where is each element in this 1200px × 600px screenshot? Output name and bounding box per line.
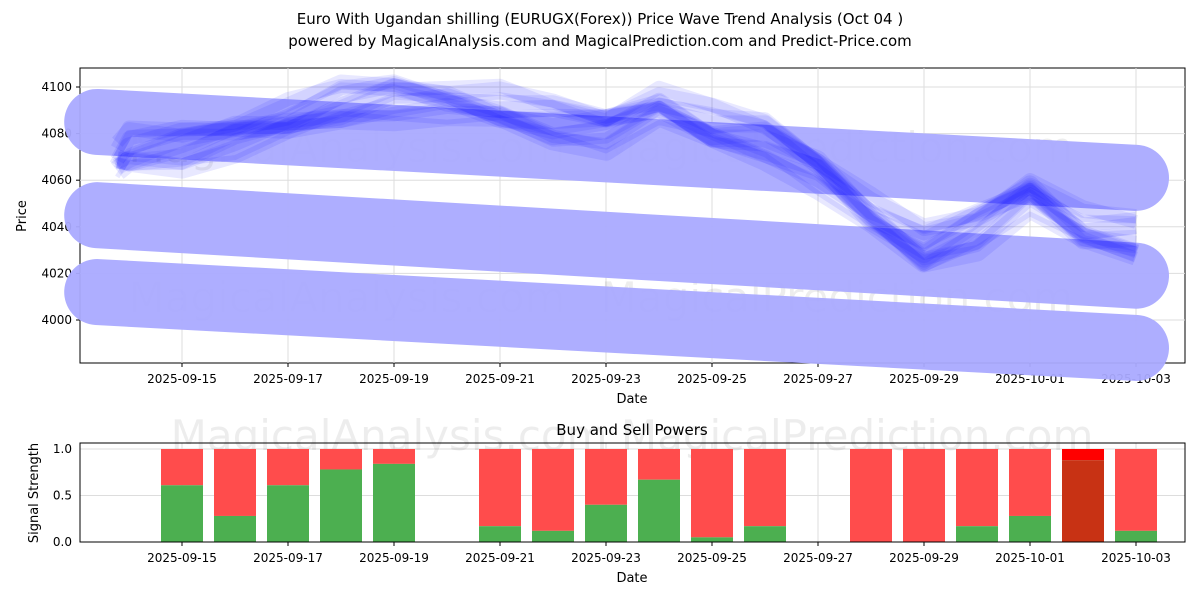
buy-bar	[585, 504, 627, 542]
x-tick-label: 2025-09-25	[677, 372, 747, 386]
sell-bar	[903, 449, 945, 542]
price-wave-line	[115, 111, 1137, 260]
sell-bar	[691, 449, 733, 538]
x-tick-label: 2025-09-21	[465, 372, 535, 386]
buy-bar	[956, 526, 998, 542]
buy-bar	[691, 537, 733, 542]
x-tick-label: 2025-09-23	[571, 372, 641, 386]
price-wave-line	[115, 92, 1138, 270]
x-axis-label: Date	[616, 571, 647, 586]
x-tick-label: 2025-09-29	[889, 551, 959, 565]
y-tick-label: 4100	[41, 80, 72, 94]
watermark: MagicalAnalysis.com MagicalPrediction.co…	[171, 411, 1094, 460]
y-tick-label: 0.0	[53, 535, 72, 549]
buy-bar	[320, 469, 362, 542]
y-tick-label: 0.5	[53, 489, 72, 503]
bar-chart-title: Buy and Sell Powers	[556, 421, 708, 439]
sell-bar	[1009, 449, 1051, 516]
sell-bar	[744, 449, 786, 527]
chart-subtitle: powered by MagicalAnalysis.com and Magic…	[288, 32, 912, 50]
x-tick-label: 2025-09-17	[253, 372, 323, 386]
buy-bar	[744, 526, 786, 542]
x-tick-label: 2025-10-01	[995, 551, 1065, 565]
sell-bar	[585, 449, 627, 505]
x-tick-label: 2025-09-19	[359, 372, 429, 386]
x-tick-label: 2025-09-21	[465, 551, 535, 565]
chart-title: Euro With Ugandan shilling (EURUGX(Forex…	[296, 10, 904, 28]
price-wave-line	[112, 78, 1138, 237]
buy-bar	[638, 479, 680, 542]
buy-bar	[161, 485, 203, 542]
price-wave-line	[114, 102, 1138, 266]
price-wave-line	[116, 97, 1138, 272]
x-tick-label: 2025-09-25	[677, 551, 747, 565]
buy-bar	[532, 530, 574, 542]
buy-bar	[479, 526, 521, 542]
y-tick-label: 4000	[41, 313, 72, 327]
sell-bar	[1062, 449, 1104, 461]
x-tick-label: 2025-09-19	[359, 551, 429, 565]
sell-bar	[638, 449, 680, 480]
trend-band	[64, 88, 1169, 211]
x-tick-label: 2025-09-27	[783, 551, 853, 565]
y-tick-label: 4060	[41, 173, 72, 187]
sell-bar	[850, 449, 892, 542]
price-wave-line	[112, 78, 1137, 264]
buy-bar	[1062, 460, 1104, 542]
trend-band	[64, 259, 1169, 381]
buy-bar	[1115, 530, 1157, 542]
x-tick-label: 2025-09-17	[253, 551, 323, 565]
sell-bar	[956, 449, 998, 527]
sell-bar	[214, 449, 256, 516]
price-wave-line	[110, 74, 1137, 241]
y-tick-label: 4080	[41, 127, 72, 141]
price-wave-line	[114, 77, 1137, 251]
price-wave-line	[111, 74, 1137, 233]
x-tick-label: 2025-09-15	[147, 551, 217, 565]
bar-plot-frame	[79, 442, 1186, 543]
buy-bar	[214, 515, 256, 542]
x-tick-label: 2025-10-03	[1101, 551, 1171, 565]
sell-bar	[161, 449, 203, 486]
x-tick-label: 2025-09-27	[783, 372, 853, 386]
sell-bar	[479, 449, 521, 527]
price-wave-line	[116, 82, 1138, 268]
sell-bar	[373, 449, 415, 464]
sell-bar	[532, 449, 574, 531]
y-axis-label: Signal Strength	[27, 443, 42, 543]
x-tick-label: 2025-09-23	[571, 551, 641, 565]
y-tick-label: 1.0	[53, 442, 72, 456]
y-tick-label: 4040	[41, 220, 72, 234]
x-tick-label: 2025-09-15	[147, 372, 217, 386]
buy-bar	[267, 485, 309, 542]
price-wave-line	[114, 88, 1139, 272]
sell-bar	[1115, 449, 1157, 531]
price-wave-line	[110, 105, 1140, 273]
price-wave-line	[113, 82, 1137, 235]
price-wave-line	[109, 76, 1138, 249]
y-tick-label: 4020	[41, 266, 72, 280]
y-axis-label: Price	[15, 200, 30, 232]
sell-bar	[320, 449, 362, 470]
trend-band	[64, 182, 1169, 309]
sell-bar	[267, 449, 309, 486]
x-axis-label: Date	[616, 392, 647, 407]
buy-bar	[373, 463, 415, 542]
x-tick-label: 2025-09-29	[889, 372, 959, 386]
buy-bar	[1009, 515, 1051, 542]
